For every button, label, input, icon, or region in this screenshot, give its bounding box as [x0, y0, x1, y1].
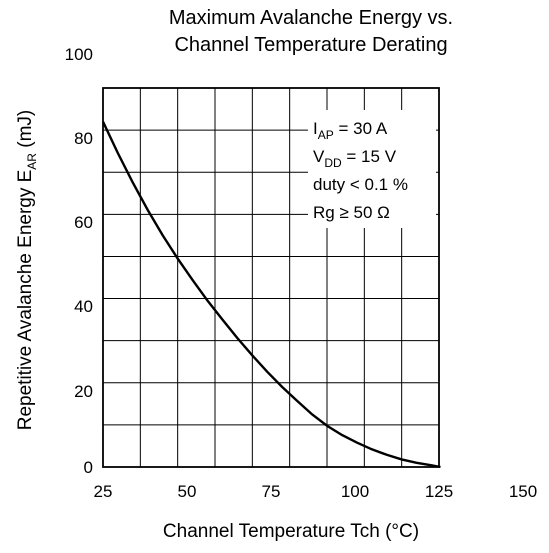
x-tick-label: 100: [341, 482, 369, 501]
x-tick-label: 150: [509, 482, 537, 501]
annotation-main: V: [313, 147, 325, 166]
y-axis-label-unit: (mJ): [15, 110, 36, 153]
annotation-main: Rg ≥ 50 Ω: [313, 203, 390, 222]
annotation-line: Rg ≥ 50 Ω: [313, 203, 390, 222]
conditions-annotation: IAP = 30 A VDD = 15 V duty < 0.1 % Rg ≥ 50 …: [308, 110, 436, 228]
annotation-main: I: [313, 119, 318, 138]
x-tick-label: 50: [178, 482, 197, 501]
annotation-line: duty < 0.1 %: [313, 175, 408, 194]
annotation-main: duty < 0.1 %: [313, 175, 408, 194]
x-tick-label: 125: [425, 482, 453, 501]
y-tick-label: 80: [74, 129, 93, 148]
annotation-line: IAP = 30 A: [313, 119, 388, 142]
annotation-subscript: AP: [318, 128, 334, 142]
y-tick-label: 20: [74, 382, 93, 401]
x-tick-labels: 25 50 75 100 125 150: [94, 482, 538, 501]
y-tick-label: 40: [74, 297, 93, 316]
y-tick-label: 100: [65, 45, 93, 64]
y-axis-label: Repetitive Avalanche Energy EAR (mJ): [15, 110, 39, 430]
x-tick-label: 75: [262, 482, 281, 501]
annotation-rest: = 30 A: [334, 119, 388, 138]
chart-title-line-1: Maximum Avalanche Energy vs.: [169, 7, 453, 29]
chart-title-line-2: Channel Temperature Derating: [174, 34, 447, 56]
y-tick-label: 0: [84, 458, 93, 477]
x-axis-label: Channel Temperature Tch (°C): [163, 521, 419, 542]
y-axis-label-main: Repetitive Avalanche Energy E: [15, 170, 36, 431]
plot-frame: [102, 87, 440, 468]
annotation-subscript: DD: [324, 156, 342, 170]
y-axis-label-subscript: AR: [25, 153, 39, 170]
y-tick-label: 60: [74, 213, 93, 232]
series-line: [101, 121, 441, 469]
y-tick-labels: 0 20 40 60 80 100: [65, 45, 93, 477]
annotation-rest: = 15 V: [342, 147, 397, 166]
x-tick-label: 25: [94, 482, 113, 501]
annotation-line: VDD = 15 V: [313, 147, 397, 170]
annotation-background: [308, 110, 436, 228]
